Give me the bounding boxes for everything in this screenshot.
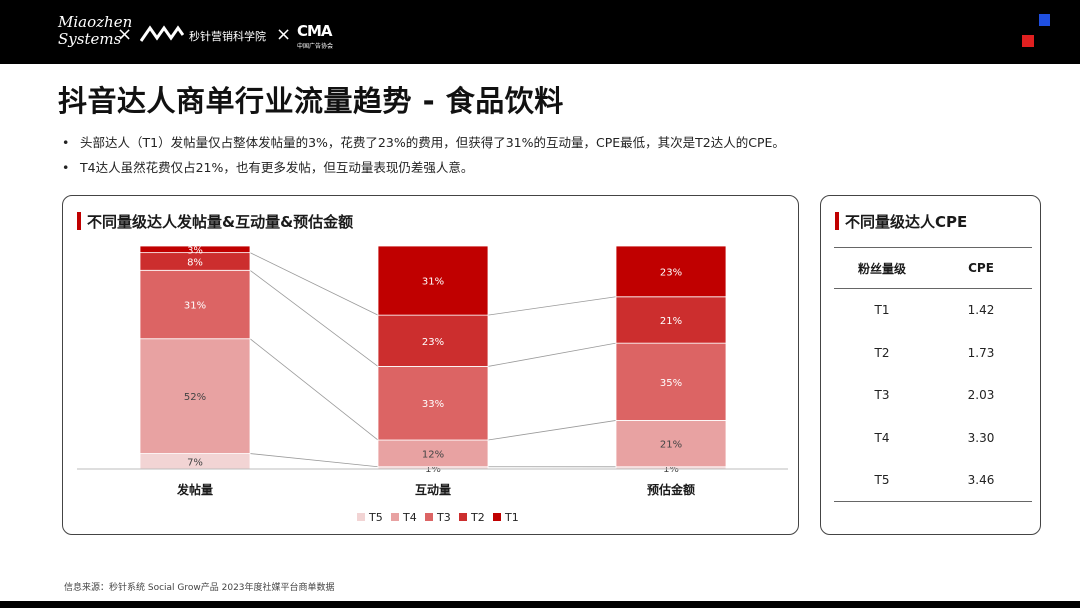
school-logo-icon [140, 25, 184, 42]
bar-segment-t4 [615, 420, 727, 468]
header-tier: 粉丝量级 [857, 261, 906, 276]
cell-cpe: 3.30 [967, 430, 995, 445]
cpe-table: 粉丝量级 CPE T1 1.42 T2 1.73 T3 2.03 T4 3.30… [834, 247, 1032, 502]
legend-swatch-t3 [425, 513, 433, 521]
table-row: T3 2.03 [834, 374, 1032, 417]
data-label: 52% [184, 392, 206, 403]
miaozhen-logo: Miaozhen Systems [58, 14, 132, 48]
bar-segment-t4 [377, 439, 489, 468]
table-row: T5 3.46 [834, 459, 1032, 502]
decor-square-red [1022, 35, 1034, 47]
chart-panel: 不同量级达人发帖量&互动量&预估金额 7% 1% 1% 52% 12% 21% 31% 33%… [62, 195, 799, 535]
stacked-bar-chart: 7%1% 1%52%12%21%31%33%35%8%23%21%3%31%23%… [77, 245, 788, 524]
legend-swatch-t2 [459, 513, 467, 521]
cell-cpe: 1.42 [967, 303, 995, 318]
connector-line [249, 269, 379, 367]
bottom-bar [0, 601, 1080, 608]
miaozhen-logo-line1: Miaozhen [58, 13, 133, 31]
data-label: 8% [187, 257, 203, 268]
bar-segment-t2 [377, 314, 489, 367]
legend-swatch-t4 [391, 513, 399, 521]
cell-tier: T1 [874, 303, 890, 318]
connector-line [249, 252, 379, 316]
legend-label: T3 [436, 511, 451, 524]
bullet-item: 头部达人（T1）发帖量仅占整体发帖量的3%，花费了23%的费用，但获得了31%的… [62, 134, 785, 159]
connector-line [487, 420, 617, 441]
cma-logo: CMA [297, 22, 333, 40]
legend-swatch-t1 [493, 513, 501, 521]
data-label: 31% [184, 301, 206, 312]
bar-segment-t1 [615, 245, 727, 298]
cpe-table-header: 粉丝量级 CPE [834, 247, 1032, 289]
data-label: 7% [187, 457, 203, 468]
legend-label: T2 [470, 511, 485, 524]
table-row: T2 1.73 [834, 332, 1032, 375]
data-label: 23% [660, 267, 682, 278]
header-cpe: CPE [968, 261, 994, 275]
connector-line [249, 338, 379, 441]
cell-tier: T5 [874, 472, 890, 487]
connector-line [249, 453, 379, 468]
data-label: 3% [187, 245, 203, 256]
cell-tier: T2 [874, 345, 890, 360]
connector-line [487, 342, 617, 367]
miaozhen-logo-line2: Systems [58, 30, 122, 48]
data-label: 35% [660, 378, 682, 389]
data-label: 31% [422, 277, 444, 288]
table-row: T1 1.42 [834, 289, 1032, 332]
table-row: T4 3.30 [834, 417, 1032, 460]
decor-square-blue [1039, 14, 1050, 26]
bar-segment-t1 [377, 245, 489, 316]
cell-cpe: 2.03 [967, 388, 995, 403]
cpe-panel-title: 不同量级达人CPE [835, 211, 967, 232]
separator-x-1: × [117, 24, 133, 45]
data-source-note: 信息来源：秒针系统 Social Grow产品 2023年度社媒平台商单数据 [64, 583, 335, 593]
chart-panel-title: 不同量级达人发帖量&互动量&预估金额 [77, 211, 353, 232]
header-bar: Miaozhen Systems × 秒针营销科学院 × CMA 中国广告协会 [0, 0, 1080, 64]
bar-segment-t4 [139, 338, 251, 454]
connector-line [487, 296, 617, 316]
separator-x-2: × [276, 24, 292, 45]
data-label: 33% [422, 399, 444, 410]
cma-logo-subtitle: 中国广告协会 [297, 43, 334, 50]
x-tick-label: 发帖量 [176, 482, 213, 497]
cpe-panel: 不同量级达人CPE 粉丝量级 CPE T1 1.42 T2 1.73 T3 2.… [820, 195, 1041, 535]
summary-bullets: 头部达人（T1）发帖量仅占整体发帖量的3%，花费了23%的费用，但获得了31%的… [62, 134, 785, 184]
data-label: 23% [422, 337, 444, 348]
page-title: 抖音达人商单行业流量趋势 - 食品饮料 [58, 84, 564, 118]
school-name: 秒针营销科学院 [189, 30, 266, 43]
data-label: 12% [422, 449, 444, 460]
legend-swatch-t5 [357, 513, 365, 521]
cell-tier: T3 [874, 388, 890, 403]
data-label: 21% [660, 316, 682, 327]
bar-segment-t2 [615, 296, 727, 344]
legend-label: T5 [368, 511, 383, 524]
cell-tier: T4 [874, 430, 890, 445]
legend-label: T1 [504, 511, 519, 524]
cell-cpe: 3.46 [967, 472, 995, 487]
x-tick-label: 预估金额 [647, 482, 695, 497]
cell-cpe: 1.73 [967, 345, 995, 360]
bar-segment-t1 [139, 245, 251, 254]
x-tick-label: 互动量 [415, 483, 451, 497]
data-label: 21% [660, 440, 682, 451]
bar-segment-t3 [377, 366, 489, 441]
bar-segment-t3 [139, 269, 251, 340]
legend-label: T4 [402, 511, 417, 524]
bullet-item: T4达人虽然花费仅占21%，也有更多发帖，但互动量表现仍差强人意。 [62, 159, 785, 184]
